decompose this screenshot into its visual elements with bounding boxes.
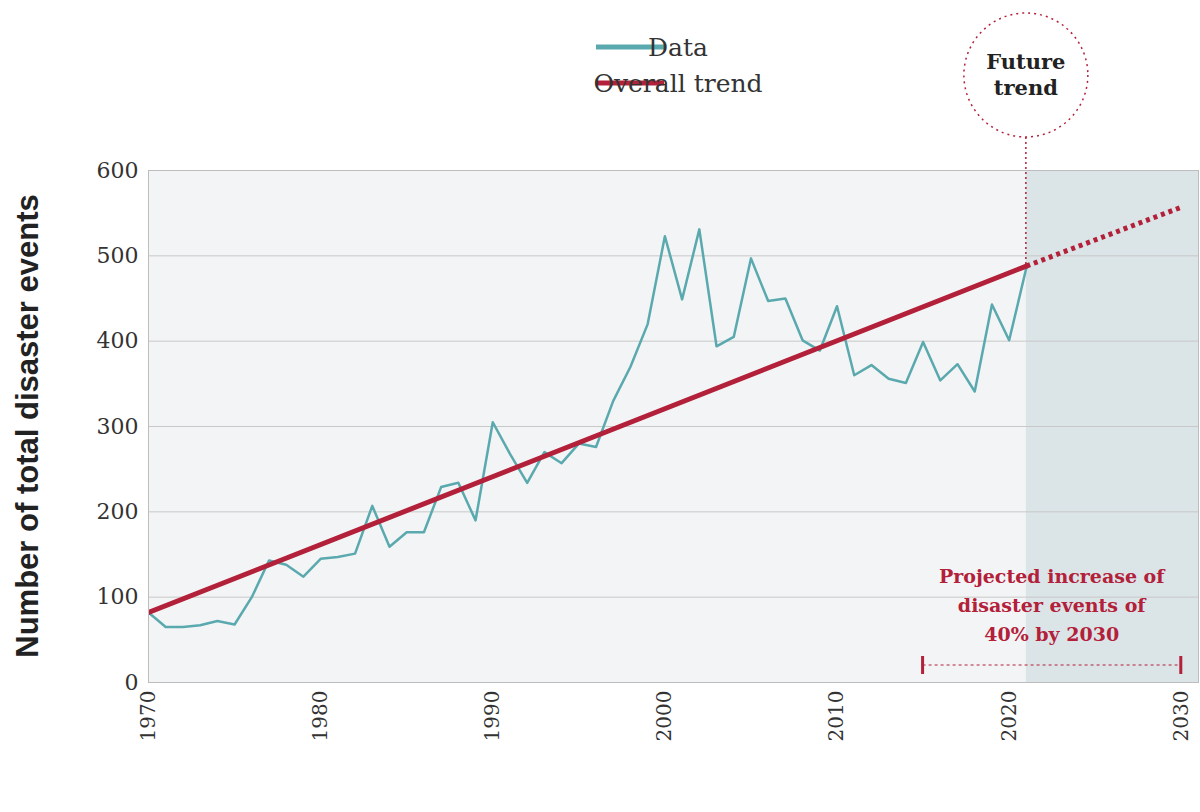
svg-text:2000: 2000 <box>652 691 676 742</box>
svg-text:500: 500 <box>97 243 139 268</box>
svg-text:2010: 2010 <box>824 691 848 742</box>
svg-text:2020: 2020 <box>997 691 1021 742</box>
svg-text:2030: 2030 <box>1169 691 1193 742</box>
svg-text:Futuretrend: Futuretrend <box>986 49 1065 100</box>
svg-text:Number of total disaster event: Number of total disaster events <box>10 194 45 657</box>
svg-text:300: 300 <box>97 414 139 439</box>
svg-text:Data: Data <box>648 33 708 62</box>
svg-text:100: 100 <box>97 584 139 609</box>
svg-text:Projected increase ofdisaster: Projected increase ofdisaster events of4… <box>939 565 1166 645</box>
svg-text:400: 400 <box>97 328 139 353</box>
svg-text:1970: 1970 <box>136 691 160 742</box>
svg-text:1990: 1990 <box>480 691 504 742</box>
svg-text:0: 0 <box>124 669 139 695</box>
svg-text:200: 200 <box>97 499 139 524</box>
svg-text:600: 600 <box>97 158 139 183</box>
svg-text:Overall trend: Overall trend <box>593 69 762 98</box>
svg-text:1980: 1980 <box>308 691 332 742</box>
